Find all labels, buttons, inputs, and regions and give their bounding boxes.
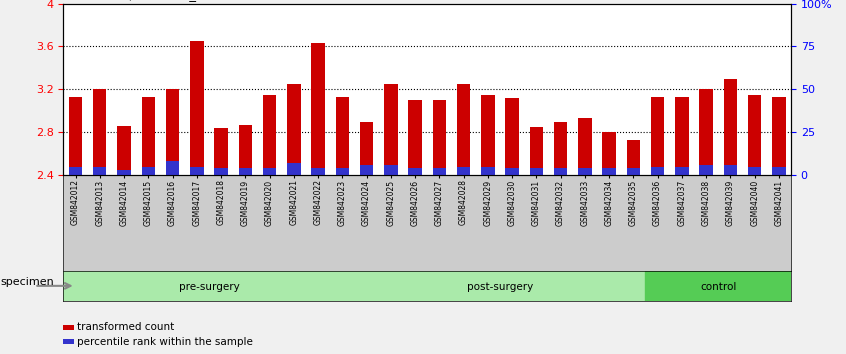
Bar (675, 97, 689, 175)
Bar (141, 97, 155, 175)
Bar (554, 169, 568, 175)
Bar (772, 97, 786, 175)
Bar (700, 165, 713, 175)
Bar (311, 43, 325, 175)
Bar (93, 167, 107, 175)
Bar (214, 128, 228, 175)
Bar (457, 84, 470, 175)
Bar (602, 169, 616, 175)
Bar (645, 271, 791, 301)
Bar (239, 169, 252, 175)
Bar (554, 121, 568, 175)
Bar (190, 167, 204, 175)
Bar (748, 95, 761, 175)
Bar (384, 165, 398, 175)
Text: control: control (700, 282, 736, 292)
Bar (627, 169, 640, 175)
Text: percentile rank within the sample: percentile rank within the sample (77, 337, 253, 347)
Bar (166, 161, 179, 175)
Bar (63, 271, 354, 301)
Bar (287, 163, 300, 175)
Bar (214, 169, 228, 175)
Bar (69, 167, 82, 175)
Bar (748, 167, 761, 175)
Bar (481, 167, 495, 175)
Bar (772, 167, 786, 175)
Bar (578, 169, 591, 175)
Bar (505, 98, 519, 175)
Bar (354, 271, 645, 301)
Bar (675, 167, 689, 175)
Bar (481, 95, 495, 175)
Bar (93, 90, 107, 175)
Bar (530, 127, 543, 175)
Bar (190, 41, 204, 175)
Text: post-surgery: post-surgery (467, 282, 533, 292)
Bar (336, 169, 349, 175)
Bar (457, 167, 470, 175)
Bar (287, 84, 300, 175)
Bar (602, 132, 616, 175)
Bar (432, 169, 446, 175)
Bar (141, 167, 155, 175)
Text: pre-surgery: pre-surgery (179, 282, 239, 292)
Bar (409, 169, 422, 175)
Text: transformed count: transformed count (77, 322, 174, 332)
Bar (69, 97, 82, 175)
Bar (263, 95, 277, 175)
Bar (409, 100, 422, 175)
Bar (530, 169, 543, 175)
Bar (651, 167, 664, 175)
Bar (723, 165, 737, 175)
Bar (336, 97, 349, 175)
Bar (505, 169, 519, 175)
Bar (239, 125, 252, 175)
Bar (700, 90, 713, 175)
Bar (651, 97, 664, 175)
Bar (578, 118, 591, 175)
Bar (384, 84, 398, 175)
Text: specimen: specimen (0, 277, 54, 287)
Bar (118, 170, 131, 175)
Text: GDS4345 / 237328_at: GDS4345 / 237328_at (63, 0, 210, 1)
Bar (118, 126, 131, 175)
Bar (263, 169, 277, 175)
Bar (166, 90, 179, 175)
Bar (360, 121, 373, 175)
Bar (432, 100, 446, 175)
Bar (311, 169, 325, 175)
Bar (723, 79, 737, 175)
Bar (360, 165, 373, 175)
Bar (627, 140, 640, 175)
